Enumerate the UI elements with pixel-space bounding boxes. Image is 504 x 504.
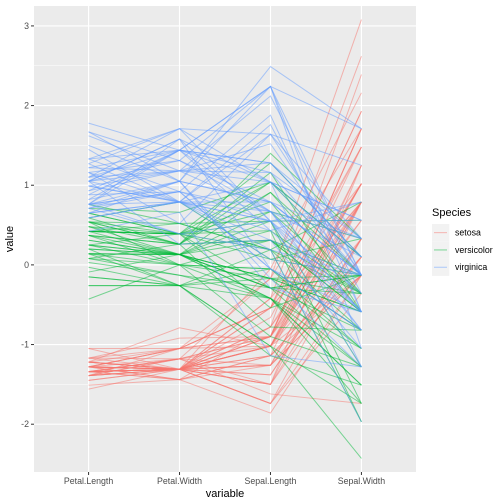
series-line-virginica (88, 149, 362, 232)
series-line-versicolor (88, 266, 362, 386)
series-line-virginica (88, 170, 362, 276)
y-tick-label: -1 (21, 340, 29, 350)
y-axis-title: value (4, 226, 16, 252)
series-line-setosa (88, 183, 362, 363)
series-lines (88, 19, 362, 459)
legend-label: versicolor (455, 245, 493, 255)
series-line-virginica (88, 201, 362, 276)
series-line-virginica (88, 203, 362, 313)
y-tick-label: -2 (21, 419, 29, 429)
series-line-virginica (88, 133, 362, 239)
series-line-virginica (88, 149, 362, 258)
legend-item-versicolor: versicolor (432, 241, 493, 259)
series-line-virginica (88, 149, 362, 276)
series-line-setosa (88, 274, 362, 414)
series-line-virginica (88, 201, 362, 276)
x-tick-label: Petal.Width (157, 476, 202, 486)
series-line-versicolor (88, 264, 362, 368)
y-tick-label: 3 (24, 21, 29, 31)
series-line-virginica (88, 180, 362, 276)
y-tick-label: 1 (24, 180, 29, 190)
series-line-setosa (88, 238, 362, 405)
series-line-virginica (88, 149, 362, 240)
series-line-virginica (88, 149, 362, 240)
series-line-versicolor (88, 248, 362, 313)
series-virginica (88, 65, 362, 423)
series-line-virginica (88, 65, 362, 182)
series-line-setosa (88, 146, 362, 370)
x-axis: Petal.Length Petal.Width Sepal.Length Sepal… (64, 472, 385, 486)
legend-title: Species (432, 207, 472, 219)
series-line-setosa (88, 201, 362, 368)
legend-item-virginica: virginica (432, 258, 487, 276)
series-line-versicolor (88, 253, 362, 368)
legend-label: setosa (455, 228, 481, 238)
series-line-virginica (88, 85, 362, 313)
y-tick-label: 0 (24, 260, 29, 270)
series-line-virginica (88, 128, 362, 166)
y-axis: -2 -1 0 1 2 3 (21, 21, 34, 429)
x-tick-label: Sepal.Width (338, 476, 386, 486)
series-line-setosa (88, 165, 362, 381)
series-line-virginica (88, 138, 362, 258)
plot-panel (34, 6, 416, 472)
series-line-virginica (88, 85, 362, 276)
x-tick-label: Petal.Length (64, 476, 114, 486)
series-line-virginica (88, 138, 362, 313)
legend-item-setosa: setosa (432, 224, 481, 242)
series-line-versicolor (88, 244, 362, 279)
series-line-virginica (88, 211, 362, 368)
y-tick-label: 2 (24, 101, 29, 111)
legend-label: virginica (455, 262, 487, 272)
series-line-versicolor (88, 285, 362, 404)
series-line-virginica (88, 128, 362, 221)
series-line-setosa (88, 219, 362, 373)
series-line-virginica (88, 191, 362, 368)
series-line-virginica (88, 201, 362, 276)
series-line-versicolor (88, 220, 362, 404)
x-axis-title: variable (206, 488, 245, 500)
legend: Species setosa versicolor virginica (432, 207, 493, 276)
x-tick-label: Sepal.Length (245, 476, 297, 486)
